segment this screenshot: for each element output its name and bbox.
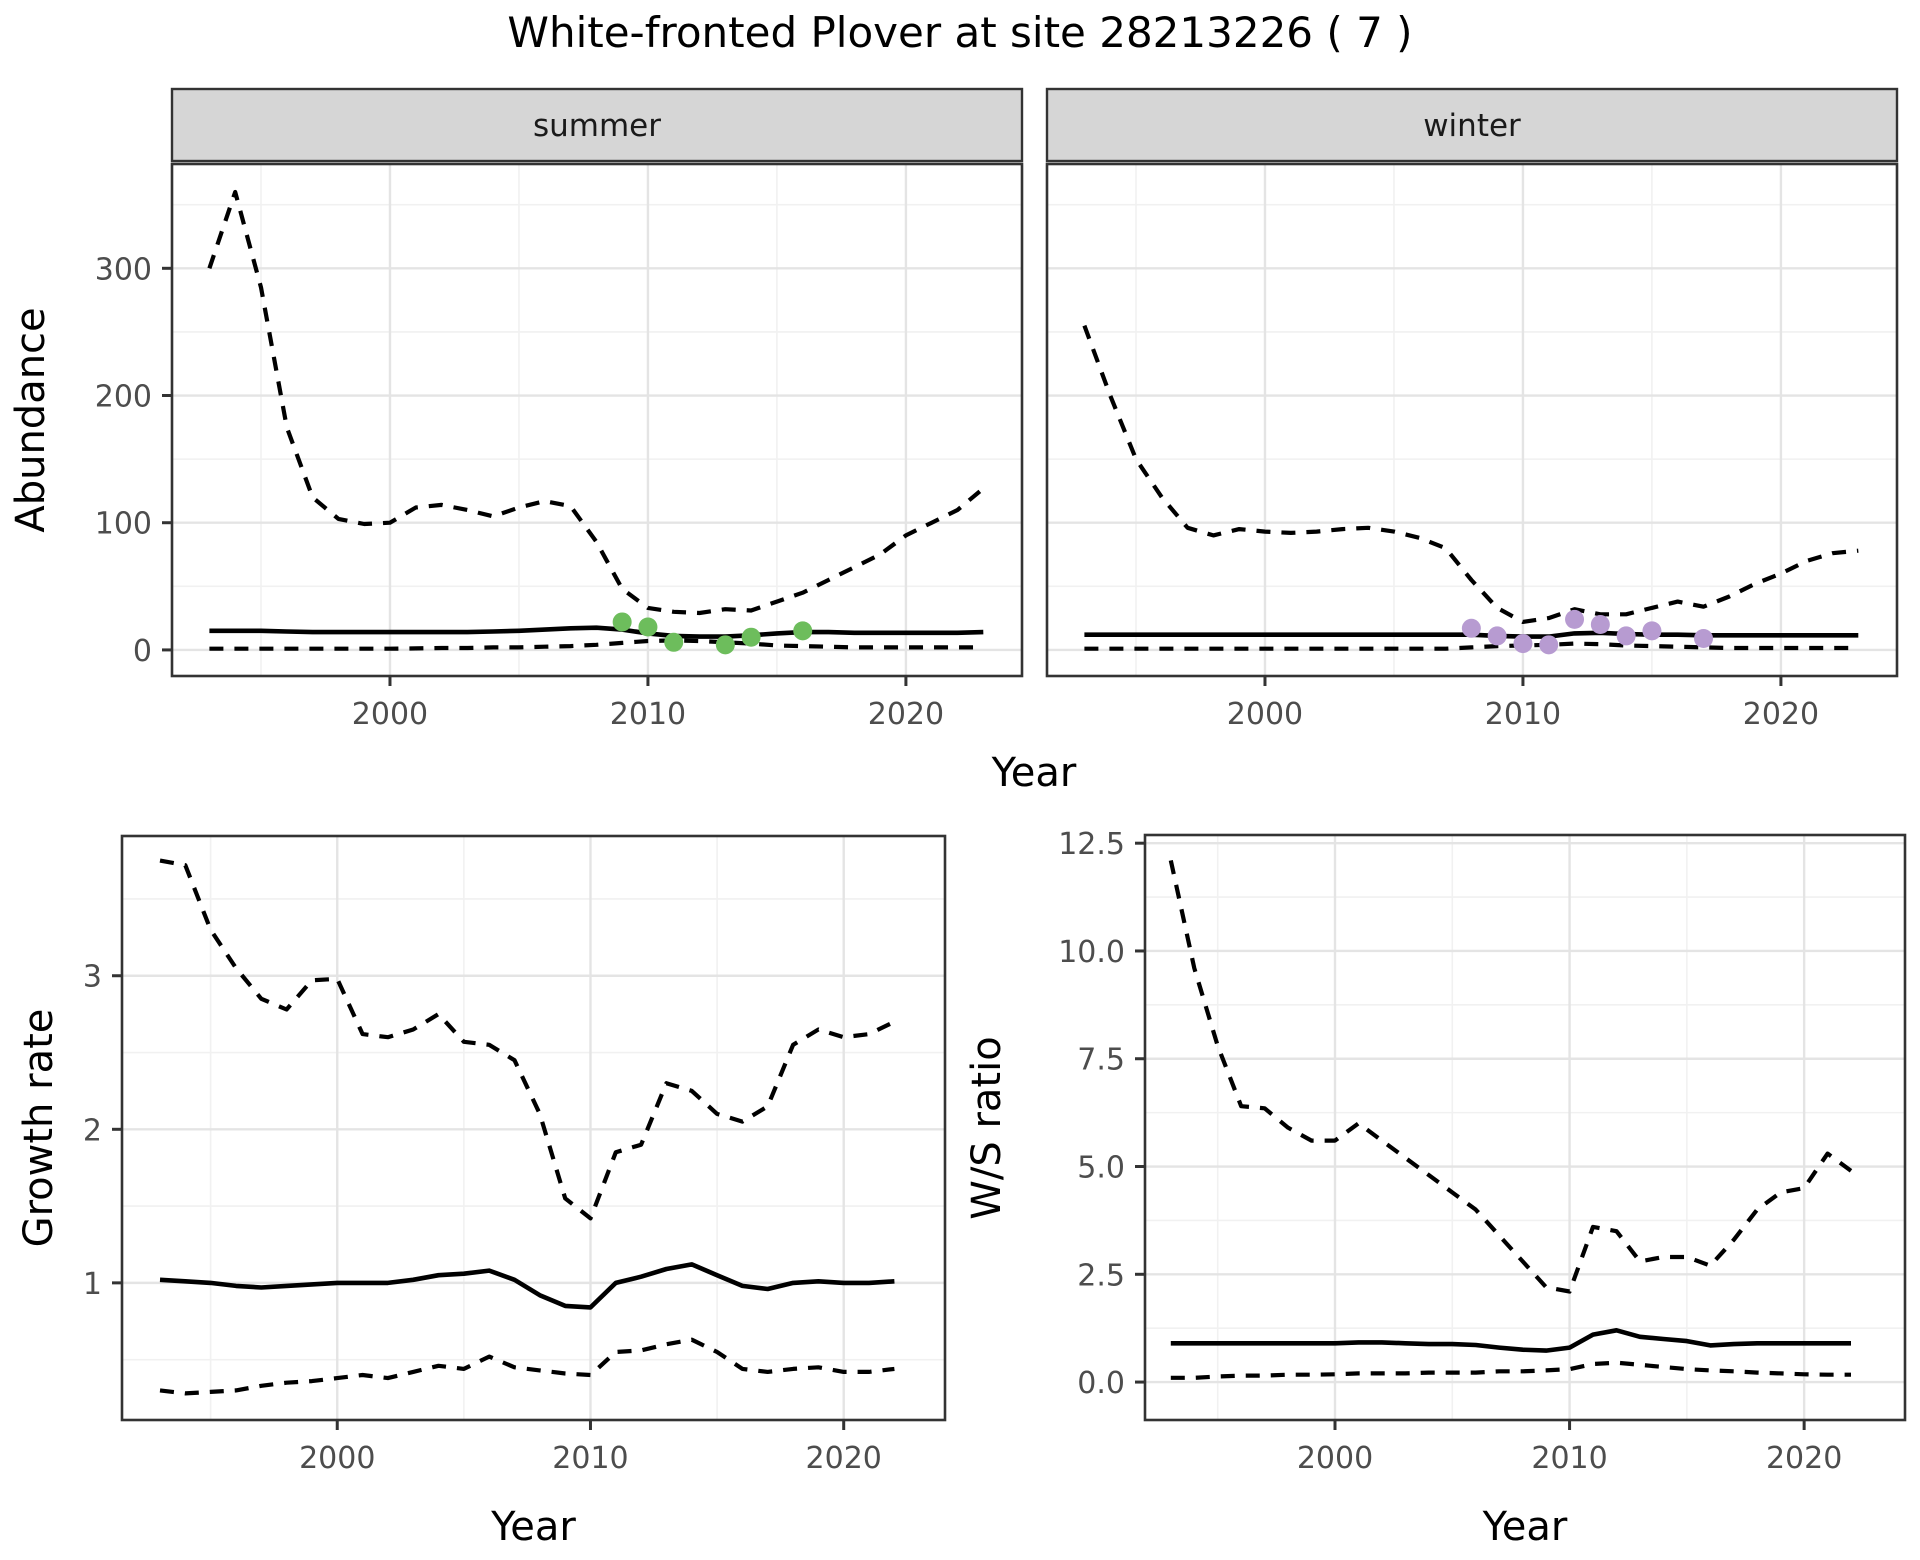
growth-rate-upper-ci-line [159, 858, 896, 1221]
growth-rate-x-axis-label: Year [490, 1504, 576, 1550]
growth-rate-y-axis-label: Growth rate [16, 1009, 62, 1248]
y-tick-label: 10.0 [1058, 935, 1125, 970]
abundance-summer-points [612, 612, 813, 655]
observation-point [1590, 614, 1610, 634]
y-tick-label: 7.5 [1077, 1043, 1125, 1078]
abundance-summer-median-line [209, 625, 984, 639]
observation-point [1642, 621, 1662, 641]
abundance-winter-upper-ci-line [1082, 324, 1859, 624]
observation-point [1487, 626, 1507, 646]
abundance-winter-lower-ci-line [1084, 641, 1859, 651]
axis-ticks: 2000 2010 2020 [1227, 676, 1819, 732]
observation-point [741, 627, 761, 647]
gridlines [172, 164, 1022, 676]
y-tick-label: 5.0 [1077, 1151, 1125, 1186]
gridlines [122, 836, 945, 1420]
abundance-winter-points [1461, 609, 1714, 655]
y-tick-label: 100 [95, 507, 152, 542]
y-tick-label: 1 [83, 1267, 102, 1302]
x-tick-label: 2010 [552, 1441, 628, 1476]
facet-label-winter: winter [1423, 108, 1521, 144]
y-tick-label: 2.5 [1077, 1258, 1125, 1293]
facet-strip-summer [170, 87, 1024, 163]
x-tick-label: 2020 [806, 1441, 882, 1476]
panel-border [170, 162, 1024, 678]
ws-ratio-y-axis-label: W/S ratio [964, 1036, 1010, 1219]
chart-title: White-fronted Plover at site 28213226 ( … [507, 8, 1413, 57]
y-tick-label: 0.0 [1077, 1366, 1125, 1401]
ws-ratio-x-axis-label: Year [1482, 1504, 1568, 1550]
ws-ratio-upper-ci-line [1168, 859, 1853, 1294]
observation-point [1461, 618, 1481, 638]
growth-rate-median-line [159, 1262, 895, 1310]
gridlines [1145, 835, 1905, 1420]
panel-ws-ratio: 2000 2010 2020 0.0 2.5 5.0 7.5 10.0 12.5 Year W/S … [964, 827, 1907, 1550]
observation-point [1539, 635, 1559, 655]
x-tick-label: 2000 [299, 1441, 375, 1476]
axis-ticks: 2000 2010 2020 0 100 200 300 [95, 252, 944, 732]
axis-ticks: 2000 2010 2020 0.0 2.5 5.0 7.5 10.0 12.5 [1058, 827, 1842, 1476]
panel-border [1143, 833, 1907, 1422]
y-tick-label: 12.5 [1058, 827, 1125, 862]
x-tick-label: 2010 [1485, 697, 1561, 732]
facet-label-summer: summer [533, 108, 661, 144]
growth-rate-lower-ci-line [159, 1337, 895, 1396]
observation-point [1694, 628, 1714, 648]
abundance-x-axis-label: Year [991, 750, 1077, 796]
x-tick-label: 2000 [1297, 1441, 1373, 1476]
panel-abundance-summer: summer 2000 2010 2020 0 100 200 300 [95, 87, 1024, 732]
observation-point [612, 612, 632, 632]
observation-point [1616, 626, 1636, 646]
panel-border [1045, 162, 1899, 678]
observation-point [715, 635, 735, 655]
abundance-y-axis-label: Abundance [8, 307, 54, 532]
observation-point [793, 621, 813, 641]
x-tick-label: 2000 [352, 697, 428, 732]
x-tick-label: 2020 [868, 697, 944, 732]
x-tick-label: 2020 [1766, 1441, 1842, 1476]
x-tick-label: 2010 [1531, 1441, 1607, 1476]
y-tick-label: 200 [95, 380, 152, 415]
panel-growth-rate: 2000 2010 2020 1 2 3 Year Growth rate [16, 834, 947, 1550]
abundance-summer-upper-ci-line [207, 189, 985, 616]
ws-ratio-lower-ci-line [1170, 1360, 1851, 1380]
observation-point [1513, 634, 1533, 654]
x-tick-label: 2000 [1227, 697, 1303, 732]
y-tick-label: 2 [83, 1113, 102, 1148]
abundance-summer-lower-ci-line [209, 638, 984, 651]
x-tick-label: 2010 [610, 697, 686, 732]
ws-ratio-median-line [1170, 1328, 1851, 1353]
observation-point [638, 617, 658, 637]
x-tick-label: 2020 [1743, 697, 1819, 732]
y-tick-label: 3 [83, 960, 102, 995]
y-tick-label: 0 [133, 634, 152, 669]
facet-strip-winter [1045, 87, 1899, 163]
panel-abundance-winter: winter 2000 2010 2020 [1045, 87, 1899, 732]
axis-ticks: 2000 2010 2020 1 2 3 [83, 960, 882, 1476]
observation-point [1565, 609, 1585, 629]
observation-point [664, 632, 684, 652]
y-tick-label: 300 [95, 252, 152, 287]
